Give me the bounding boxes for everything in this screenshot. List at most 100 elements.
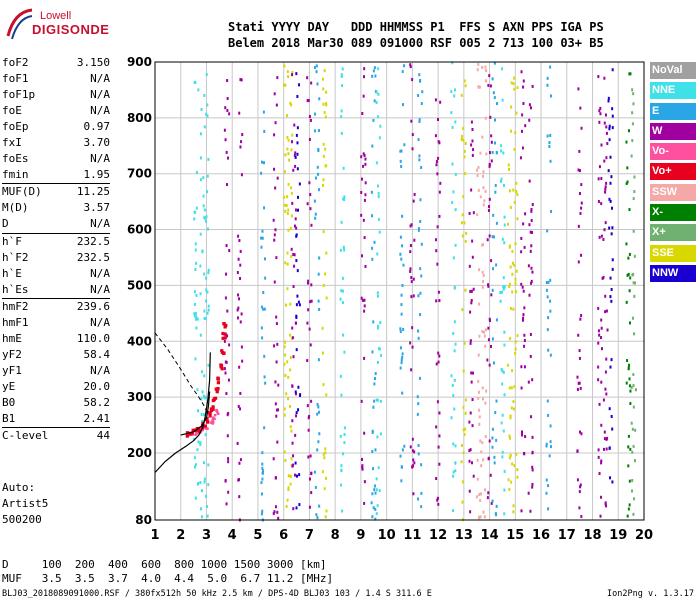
echo-point bbox=[376, 360, 379, 364]
echo-point bbox=[531, 465, 534, 469]
echo-point bbox=[306, 404, 309, 408]
echo-point bbox=[523, 338, 526, 342]
echo-point bbox=[286, 262, 289, 266]
echo-point bbox=[453, 407, 456, 411]
echo-point bbox=[629, 276, 632, 280]
echo-point bbox=[438, 434, 441, 438]
echo-point bbox=[339, 434, 342, 438]
echo-point bbox=[452, 190, 455, 194]
trace-vo-plus-point bbox=[223, 325, 227, 329]
echo-point bbox=[341, 289, 344, 293]
echo-point bbox=[322, 87, 325, 91]
echo-point bbox=[239, 78, 242, 82]
echo-point bbox=[463, 221, 466, 225]
echo-point bbox=[509, 307, 512, 311]
header-labels: Stati YYYY DAY DDD HHMMSS P1 FFS S AXN P… bbox=[228, 20, 604, 34]
echo-point bbox=[340, 115, 343, 119]
echo-point bbox=[628, 503, 631, 507]
trace-vo-minus-point bbox=[213, 413, 217, 417]
echo-point bbox=[482, 186, 485, 190]
x-tick-label: 16 bbox=[532, 528, 550, 543]
echo-point bbox=[262, 291, 265, 295]
echo-point bbox=[194, 248, 197, 252]
echo-point bbox=[363, 75, 366, 79]
echo-point bbox=[419, 313, 422, 317]
echo-point bbox=[200, 515, 203, 519]
echo-point bbox=[477, 62, 480, 66]
echo-point bbox=[512, 307, 515, 311]
param-name: foF1p bbox=[2, 88, 36, 102]
echo-point bbox=[501, 237, 504, 241]
echo-point bbox=[314, 485, 317, 489]
echo-point bbox=[286, 147, 289, 151]
echo-point bbox=[482, 203, 485, 207]
echo-point bbox=[488, 363, 491, 367]
echo-point bbox=[400, 361, 403, 365]
echo-point bbox=[578, 490, 581, 494]
echo-point bbox=[297, 385, 300, 389]
echo-point bbox=[402, 263, 405, 267]
echo-point bbox=[372, 320, 375, 324]
echo-point bbox=[283, 203, 286, 207]
echo-point bbox=[503, 184, 506, 188]
echo-point bbox=[199, 441, 202, 445]
lowell-digisonde-logo: Lowell DIGISONDE bbox=[4, 6, 154, 46]
trace-vo-plus-point bbox=[216, 377, 220, 381]
echo-point bbox=[602, 275, 605, 279]
echo-point bbox=[632, 405, 635, 409]
echo-point bbox=[401, 214, 404, 218]
echo-point bbox=[471, 139, 474, 143]
echo-point bbox=[375, 488, 378, 492]
echo-point bbox=[510, 81, 513, 85]
echo-point bbox=[261, 471, 264, 475]
echo-point bbox=[223, 367, 226, 371]
x-tick-label: 17 bbox=[558, 528, 576, 543]
echo-point bbox=[611, 226, 614, 230]
echo-point bbox=[341, 276, 344, 280]
echo-point bbox=[361, 464, 364, 468]
echo-point bbox=[477, 165, 480, 169]
echo-point bbox=[597, 200, 600, 204]
echo-point bbox=[484, 328, 487, 332]
echo-point bbox=[318, 97, 321, 101]
echo-point bbox=[306, 321, 309, 325]
echo-point bbox=[454, 461, 457, 465]
echo-point bbox=[315, 513, 318, 517]
echo-point bbox=[239, 320, 242, 324]
echo-point bbox=[450, 90, 453, 94]
echo-point bbox=[403, 444, 406, 448]
echo-point bbox=[468, 211, 471, 215]
echo-point bbox=[418, 376, 421, 380]
echo-point bbox=[227, 490, 230, 494]
echo-point bbox=[547, 413, 550, 417]
echo-point bbox=[202, 194, 205, 198]
echo-point bbox=[293, 153, 296, 157]
echo-point bbox=[512, 261, 515, 265]
echo-point bbox=[284, 209, 287, 213]
echo-point bbox=[206, 174, 209, 178]
echo-point bbox=[546, 76, 549, 80]
echo-point bbox=[361, 254, 364, 258]
param-name: yF1 bbox=[2, 363, 22, 377]
echo-point bbox=[361, 298, 364, 302]
echo-point bbox=[290, 254, 293, 258]
echo-point bbox=[207, 304, 210, 308]
echo-point bbox=[609, 365, 612, 369]
echo-point bbox=[521, 146, 524, 150]
echo-point bbox=[362, 94, 365, 98]
echo-point bbox=[227, 156, 230, 160]
echo-point bbox=[528, 179, 531, 183]
echo-point bbox=[205, 276, 208, 280]
echo-point bbox=[438, 214, 441, 218]
echo-point bbox=[510, 386, 513, 390]
echo-point bbox=[460, 134, 463, 138]
trace-vo-plus-point bbox=[191, 428, 195, 432]
echo-point bbox=[343, 433, 346, 437]
echo-point bbox=[309, 300, 312, 304]
echo-point bbox=[284, 458, 287, 462]
echo-point bbox=[576, 478, 579, 482]
echo-point bbox=[412, 294, 415, 298]
echo-point bbox=[502, 285, 505, 289]
echo-point bbox=[263, 206, 266, 210]
echo-point bbox=[343, 350, 346, 354]
